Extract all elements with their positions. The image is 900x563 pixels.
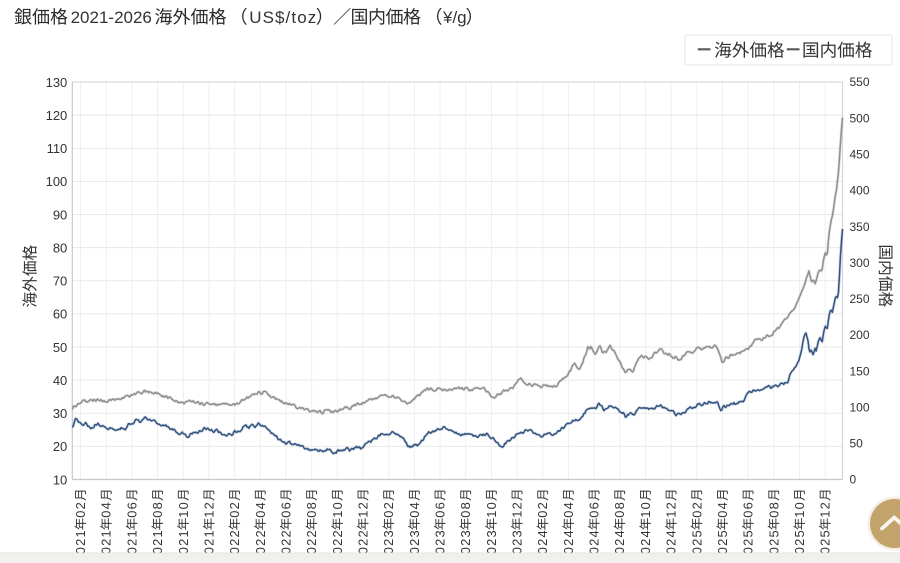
svg-text:250: 250 — [850, 292, 870, 306]
svg-text:08: 08 — [612, 501, 627, 518]
svg-text:08: 08 — [150, 501, 165, 518]
svg-text:100: 100 — [850, 400, 870, 414]
svg-text:150: 150 — [850, 364, 870, 378]
svg-text:10: 10 — [330, 501, 345, 518]
svg-text:450: 450 — [850, 147, 870, 161]
svg-text:350: 350 — [850, 220, 870, 234]
svg-text:50: 50 — [850, 437, 864, 451]
svg-text:06: 06 — [587, 501, 602, 518]
svg-text:06: 06 — [433, 501, 448, 518]
svg-text:400: 400 — [850, 184, 870, 198]
svg-text:60: 60 — [53, 307, 67, 322]
svg-text:04: 04 — [715, 501, 730, 518]
svg-text:550: 550 — [850, 75, 870, 89]
svg-text:300: 300 — [850, 256, 870, 270]
svg-text:12: 12 — [664, 501, 679, 518]
svg-text:0: 0 — [850, 473, 857, 487]
svg-text:20: 20 — [53, 439, 67, 454]
svg-text:04: 04 — [561, 501, 576, 518]
svg-text:02: 02 — [689, 501, 704, 518]
svg-text:500: 500 — [850, 111, 870, 125]
svg-text:08: 08 — [766, 501, 781, 518]
svg-text:30: 30 — [53, 406, 67, 421]
svg-text:10: 10 — [484, 501, 499, 518]
svg-text:12: 12 — [201, 501, 216, 518]
svg-text:12: 12 — [355, 501, 370, 518]
svg-text:2021-2026: 2021-2026 — [71, 8, 152, 27]
svg-text:12: 12 — [510, 501, 525, 518]
svg-text:US$/toz: US$/toz — [249, 8, 317, 27]
svg-text:02: 02 — [381, 501, 396, 518]
svg-text:04: 04 — [99, 501, 114, 518]
svg-text:10: 10 — [638, 501, 653, 518]
svg-text:04: 04 — [407, 501, 422, 518]
svg-text:50: 50 — [53, 340, 67, 355]
svg-text:08: 08 — [304, 501, 319, 518]
svg-text:10: 10 — [176, 501, 191, 518]
svg-text:02: 02 — [227, 501, 242, 518]
svg-text:70: 70 — [53, 274, 67, 289]
svg-text:08: 08 — [458, 501, 473, 518]
svg-text:06: 06 — [278, 501, 293, 518]
svg-text:110: 110 — [47, 141, 68, 156]
svg-text:04: 04 — [253, 501, 268, 518]
svg-text:120: 120 — [46, 108, 68, 123]
svg-text:¥/g: ¥/g — [442, 8, 467, 27]
svg-text:10: 10 — [53, 472, 67, 487]
svg-text:02: 02 — [73, 501, 88, 518]
svg-text:10: 10 — [792, 501, 807, 518]
svg-text:12: 12 — [818, 501, 833, 518]
svg-text:80: 80 — [53, 240, 67, 255]
svg-text:02: 02 — [535, 501, 550, 518]
svg-text:100: 100 — [46, 174, 68, 189]
svg-text:200: 200 — [850, 328, 870, 342]
svg-text:90: 90 — [53, 207, 67, 222]
svg-text:06: 06 — [124, 501, 139, 518]
svg-text:130: 130 — [46, 75, 68, 90]
svg-text:40: 40 — [53, 373, 67, 388]
svg-text:06: 06 — [741, 501, 756, 518]
